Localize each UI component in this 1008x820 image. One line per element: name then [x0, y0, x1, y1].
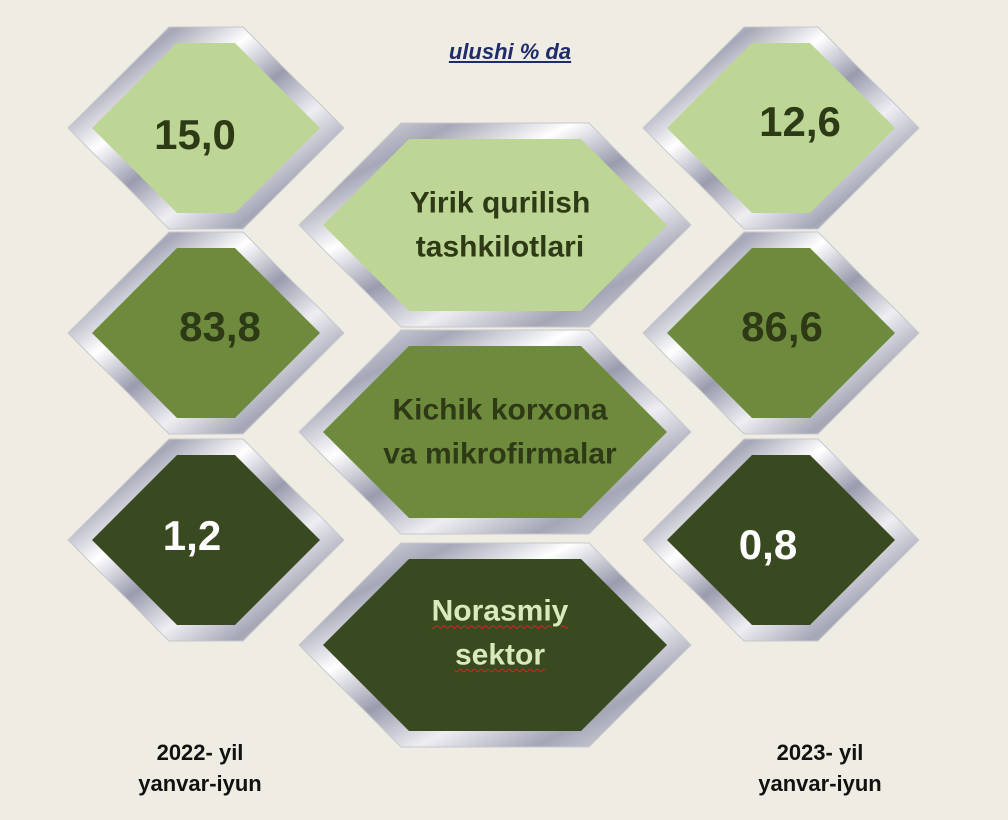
value-2023-small: 86,6: [741, 302, 823, 350]
hexagon-2022-1: [92, 248, 320, 418]
hexagon-category-1: [323, 346, 667, 518]
months-text: yanvar-iyun: [138, 770, 262, 796]
hexagon-category-2: [323, 559, 667, 731]
period-2023-label: 2023- yil yanvar-iyun: [758, 738, 882, 800]
hexagon-2023-1: [667, 248, 895, 418]
category-small-label: Kichik korxona va mikrofirmalar: [383, 389, 616, 476]
hexagon-category-0: [323, 139, 667, 311]
label-line: Yirik qurilish: [409, 186, 591, 220]
value-2023-large: 12,6: [759, 97, 841, 145]
hexagon-2023-0: [667, 43, 895, 213]
label-line: Kichik korxona: [392, 393, 608, 427]
chart-title: ulushi % da: [448, 39, 572, 64]
category-large-label: Yirik qurilish tashkilotlari: [410, 182, 591, 269]
hexagon-2023-2: [667, 455, 895, 625]
value-2022-informal: 1,2: [162, 511, 222, 559]
year-text: 2023- yil: [776, 740, 864, 765]
period-2022-label: 2022- yil yanvar-iyun: [138, 738, 262, 800]
label-line: sektor: [454, 638, 546, 671]
category-informal-label: Norasmiy sektor: [432, 590, 569, 677]
months-text: yanvar-iyun: [758, 770, 882, 796]
hexagon-2022-0: [92, 43, 320, 213]
value-2022-small: 83,8: [179, 302, 261, 350]
label-line: va mikrofirmalar: [383, 437, 617, 470]
value-2022-large: 15,0: [154, 110, 236, 158]
label-line: tashkilotlari: [415, 230, 585, 263]
hexagon-2022-2: [92, 455, 320, 625]
label-line: Norasmiy: [431, 594, 569, 628]
value-2023-informal: 0,8: [738, 520, 798, 568]
year-text: 2022- yil: [156, 740, 244, 765]
